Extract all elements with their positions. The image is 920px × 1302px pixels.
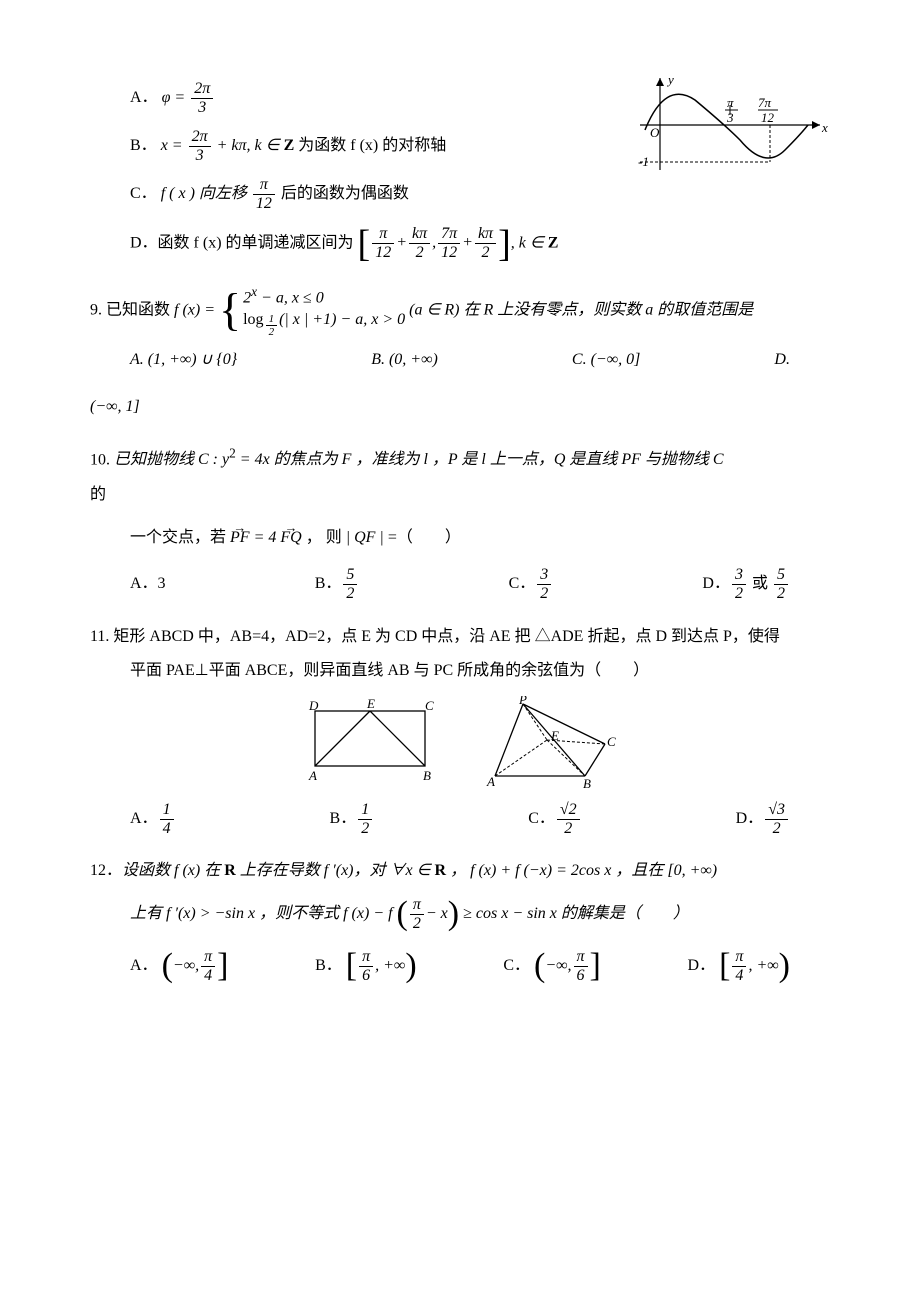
- q11-options: A．14 B．12 C．√22 D．√32: [130, 801, 830, 837]
- question-11: 11. 矩形 ABCD 中，AB=4，AD=2，点 E 为 CD 中点，沿 AE…: [90, 623, 830, 838]
- q9-option-d: D.: [774, 346, 790, 375]
- q12-option-d: D． [π4, +∞): [688, 948, 790, 984]
- q10-option-d: D．32 或 52: [702, 566, 790, 602]
- q11-option-c: C．√22: [528, 801, 581, 837]
- q8-graph: y x O -1 π 3 7π 12: [630, 70, 830, 191]
- svg-text:E: E: [366, 696, 375, 711]
- svg-text:E: E: [550, 728, 559, 743]
- q10-option-a: A．3: [130, 570, 166, 599]
- q11-figure-left: D E C A B: [295, 696, 445, 791]
- svg-text:P: P: [518, 696, 527, 707]
- origin-label: O: [650, 125, 660, 140]
- q11-figures: D E C A B P C E A B: [90, 696, 830, 791]
- q9-options: A. (1, +∞) ∪ {0} B. (0, +∞) C. (−∞, 0] D…: [130, 346, 830, 375]
- q10-stem1: 10. 已知抛物线 C : y2 = 4x 的焦点为 F ，准线为 l ，P 是…: [90, 442, 830, 475]
- tick2-den: 12: [761, 110, 775, 125]
- q12-stem1: 12．设函数 f (x) 在 R 上存在导数 f ′(x)，对 ∀x ∈ R ，…: [90, 857, 830, 886]
- q12-stem2: 上有 f ′(x) > −sin x ，则不等式 f (x) − f (π2 −…: [130, 896, 830, 932]
- q9-option-c: C. (−∞, 0]: [572, 346, 640, 375]
- svg-text:A: A: [486, 774, 495, 789]
- question-12: 12．设函数 f (x) 在 R 上存在导数 f ′(x)，对 ∀x ∈ R ，…: [90, 857, 830, 984]
- q10-option-b: B．52: [315, 566, 360, 602]
- tick2-num: 7π: [758, 95, 772, 110]
- q9-stem: 9. 已知函数 f (x) = { 2x − a, x ≤ 0 log12(| …: [90, 283, 830, 338]
- q10-stem2: 的: [90, 481, 830, 510]
- svg-text:D: D: [308, 698, 319, 713]
- q11-stem1: 11. 矩形 ABCD 中，AB=4，AD=2，点 E 为 CD 中点，沿 AE…: [90, 623, 830, 652]
- q11-figure-right: P C E A B: [475, 696, 625, 791]
- svg-text:B: B: [583, 776, 591, 791]
- tick1-num: π: [727, 95, 734, 110]
- axis-x-label: x: [821, 120, 828, 135]
- svg-text:B: B: [423, 768, 431, 783]
- q8-option-d: D．函数 f (x) 的单调递减区间为 [ π12 + kπ2 , 7π12 +…: [130, 225, 830, 263]
- q11-option-b: B．12: [330, 801, 375, 837]
- q12-options: A． (−∞, π4] B． [π6, +∞) C． (−∞, π6] D． […: [130, 948, 830, 984]
- axis-y-label: y: [666, 72, 674, 87]
- q11-option-d: D．√32: [736, 801, 790, 837]
- svg-text:C: C: [607, 734, 616, 749]
- q11-stem2: 平面 PAE⊥平面 ABCE，则异面直线 AB 与 PC 所成角的余弦值为（ ）: [130, 657, 830, 686]
- question-9: 9. 已知函数 f (x) = { 2x − a, x ≤ 0 log12(| …: [90, 283, 830, 422]
- svg-text:C: C: [425, 698, 434, 713]
- q11-option-a: A．14: [130, 801, 176, 837]
- q10-options: A．3 B．52 C．32 D．32 或 52: [130, 566, 830, 602]
- question-10: 10. 已知抛物线 C : y2 = 4x 的焦点为 F ，准线为 l ，P 是…: [90, 442, 830, 603]
- q12-option-a: A． (−∞, π4]: [130, 948, 228, 984]
- q12-option-b: B． [π6, +∞): [315, 948, 417, 984]
- q12-option-c: C． (−∞, π6]: [503, 948, 601, 984]
- tick1-den: 3: [726, 110, 734, 125]
- q10-stem3: 一个交点，若 PF = 4 FQ ， 则 | QF | =（ ）: [130, 524, 830, 553]
- svg-text:A: A: [308, 768, 317, 783]
- question-8-options: y x O -1 π 3 7π 12 A． φ = 2π3 B． x = 2π3…: [90, 80, 830, 263]
- q10-option-c: C．32: [509, 566, 554, 602]
- neg1-label: -1: [638, 154, 649, 169]
- q9-option-a: A. (1, +∞) ∪ {0}: [130, 346, 237, 375]
- q9-option-b: B. (0, +∞): [371, 346, 438, 375]
- q9-option-d-cont: (−∞, 1]: [90, 393, 830, 422]
